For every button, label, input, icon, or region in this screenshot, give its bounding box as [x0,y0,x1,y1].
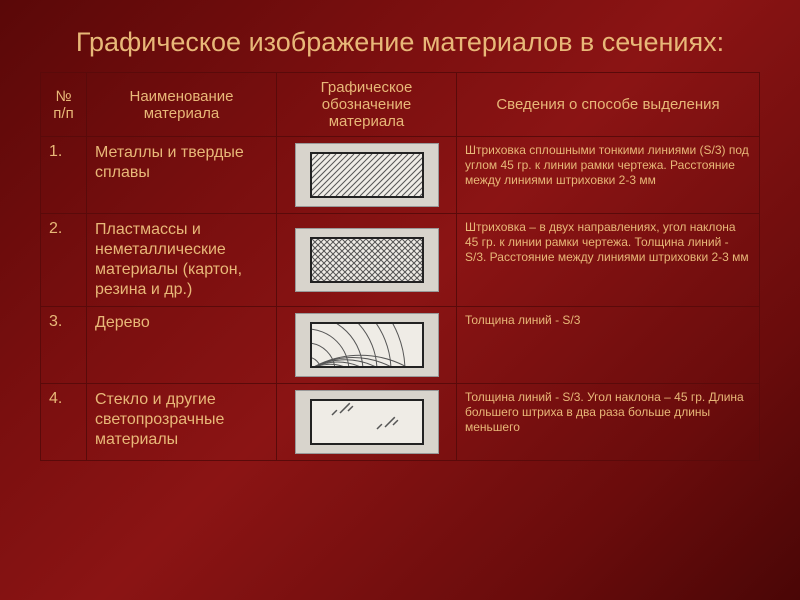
row-number: 3. [41,307,87,384]
glass-icon [310,399,424,445]
swatch-frame [295,313,439,377]
table-row: 2.Пластмассы и неметаллические материалы… [41,214,760,307]
material-symbol [277,214,457,307]
swatch-frame [295,390,439,454]
table-row: 4.Стекло и другие светопрозрачные матери… [41,384,760,461]
row-number: 2. [41,214,87,307]
hatch45-icon [310,152,424,198]
col-desc: Сведения о способе выделения [457,73,760,137]
material-name: Дерево [87,307,277,384]
material-description: Толщина линий - S/3. Угол наклона – 45 г… [457,384,760,461]
material-symbol [277,137,457,214]
col-symbol: Графическое обозначение материала [277,73,457,137]
swatch-frame [295,228,439,292]
material-name: Пластмассы и неметаллические материалы (… [87,214,277,307]
col-name: Наименование материала [87,73,277,137]
material-description: Штриховка – в двух направлениях, угол на… [457,214,760,307]
page-title: Графическое изображение материалов в сеч… [40,26,760,58]
material-description: Толщина линий - S/3 [457,307,760,384]
material-description: Штриховка сплошными тонкими линиями (S/3… [457,137,760,214]
material-symbol [277,307,457,384]
material-symbol [277,384,457,461]
row-number: 1. [41,137,87,214]
swatch-frame [295,143,439,207]
material-name: Стекло и другие светопрозрачные материал… [87,384,277,461]
col-number: № п/п [41,73,87,137]
row-number: 4. [41,384,87,461]
material-name: Металлы и твердые сплавы [87,137,277,214]
slide-container: Графическое изображение материалов в сеч… [0,0,800,481]
table-row: 3.Дерево Толщина линий - S/3 [41,307,760,384]
materials-table: № п/п Наименование материала Графическое… [40,72,760,461]
table-header-row: № п/п Наименование материала Графическое… [41,73,760,137]
crosshatch-icon [310,237,424,283]
table-row: 1.Металлы и твердые сплавы Штриховка спло… [41,137,760,214]
wood-icon [310,322,424,368]
